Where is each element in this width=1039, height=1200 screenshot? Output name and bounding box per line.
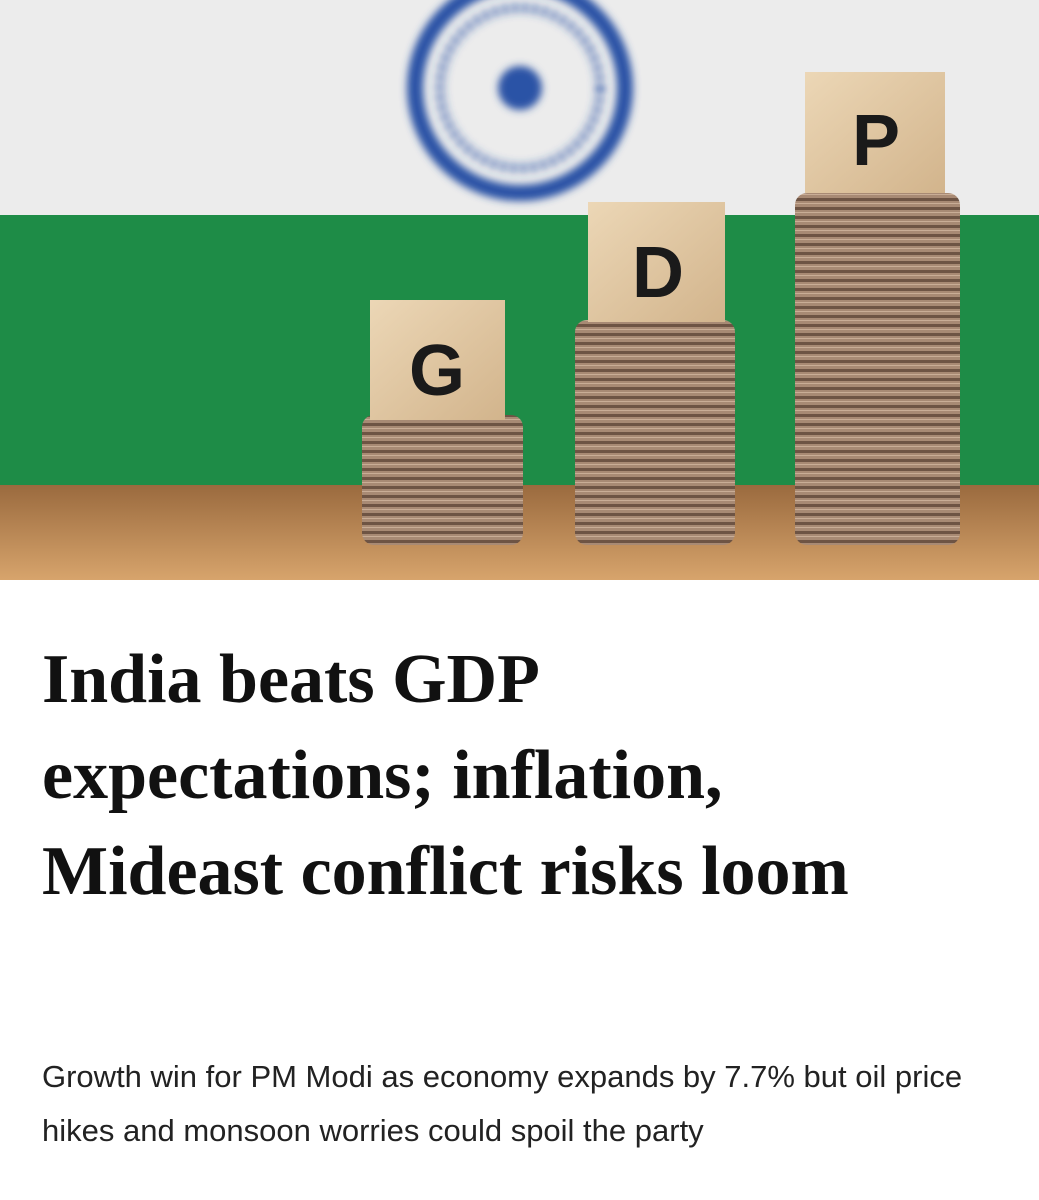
coin-stack — [575, 320, 735, 545]
letter-block — [370, 300, 505, 420]
block-letter: D — [632, 233, 684, 313]
coin-stack — [362, 415, 523, 545]
coin-stack — [795, 193, 960, 545]
letter-block — [805, 72, 945, 193]
letter-block — [588, 202, 725, 322]
standfirst: Growth win for PM Modi as economy expand… — [42, 1059, 963, 1148]
block-letter: P — [852, 101, 900, 181]
chakra — [407, 0, 633, 201]
headline: India beats GDP expectations; inflation,… — [42, 641, 849, 910]
block-letter: G — [409, 331, 465, 411]
hero-image: G D P — [0, 0, 1039, 580]
